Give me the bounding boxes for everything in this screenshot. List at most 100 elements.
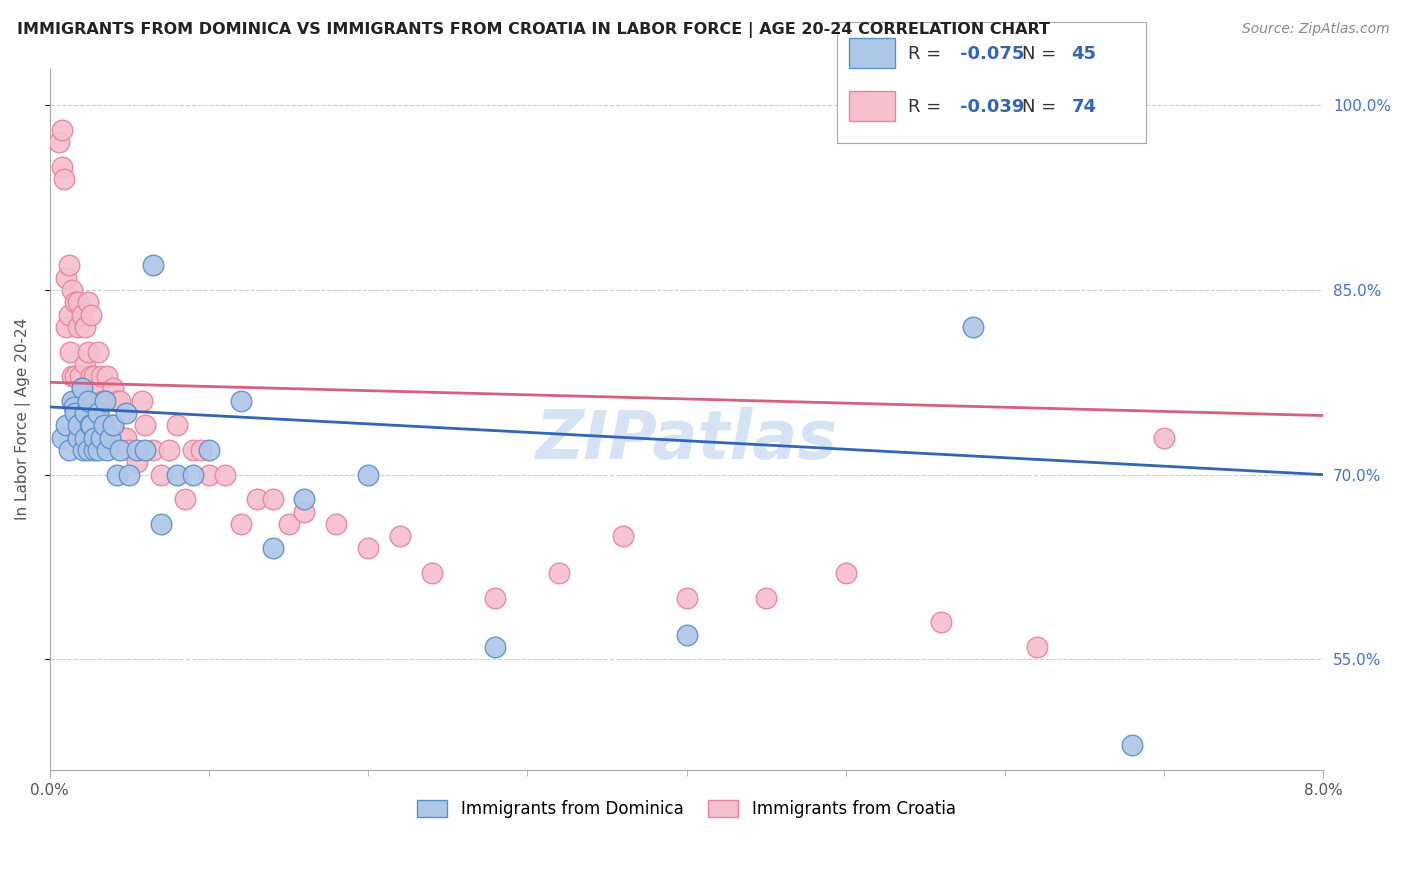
Text: Source: ZipAtlas.com: Source: ZipAtlas.com [1241, 22, 1389, 37]
Point [127, 443, 149, 458]
Point [548, 566, 571, 580]
Text: IMMIGRANTS FROM DOMINICA VS IMMIGRANTS FROM CROATIA IN LABOR FORCE | AGE 20-24 C: IMMIGRANTS FROM DOMINICA VS IMMIGRANTS F… [17, 22, 1050, 38]
Point [83, 369, 105, 384]
Point [118, 443, 141, 458]
Point [357, 467, 380, 482]
Point [59, 344, 82, 359]
Point [105, 393, 128, 408]
Text: R =: R = [908, 97, 946, 116]
Point [90, 369, 112, 384]
Point [108, 443, 131, 458]
Y-axis label: In Labor Force | Age 20-24: In Labor Force | Age 20-24 [15, 318, 31, 520]
Point [181, 443, 204, 458]
Text: ZIPatlas: ZIPatlas [536, 408, 838, 474]
Point [1025, 640, 1047, 654]
Point [63, 369, 86, 384]
Point [484, 640, 506, 654]
Point [755, 591, 778, 605]
Point [118, 467, 141, 482]
Point [55, 320, 77, 334]
Point [73, 431, 96, 445]
Point [73, 320, 96, 334]
Point [105, 467, 128, 482]
Point [67, 295, 90, 310]
FancyBboxPatch shape [849, 38, 896, 68]
Point [70, 308, 93, 322]
Point [51, 160, 73, 174]
Point [53, 172, 76, 186]
Point [83, 406, 105, 420]
Point [67, 320, 90, 334]
Point [834, 566, 856, 580]
Text: 74: 74 [1071, 97, 1097, 116]
Point [86, 344, 108, 359]
Point [51, 123, 73, 137]
Point [96, 443, 118, 458]
Point [63, 295, 86, 310]
Point [94, 393, 117, 408]
Point [181, 467, 204, 482]
Point [675, 627, 697, 641]
Point [190, 443, 212, 458]
Text: -0.075: -0.075 [960, 45, 1025, 62]
Text: 45: 45 [1071, 45, 1097, 62]
Point [62, 400, 84, 414]
Point [1153, 431, 1175, 445]
Point [58, 443, 80, 458]
Point [79, 393, 101, 408]
Point [51, 431, 73, 445]
Point [420, 566, 443, 580]
Point [142, 259, 165, 273]
Point [150, 467, 173, 482]
Point [277, 516, 299, 531]
Text: R =: R = [908, 45, 946, 62]
Point [98, 418, 121, 433]
Point [108, 393, 131, 408]
Point [67, 431, 90, 445]
Point [58, 308, 80, 322]
Point [73, 393, 96, 408]
Point [246, 492, 269, 507]
Point [111, 431, 134, 445]
Text: N =: N = [1022, 45, 1062, 62]
Point [80, 418, 103, 433]
Point [294, 492, 316, 507]
Point [962, 320, 984, 334]
Point [73, 406, 96, 420]
Point [134, 418, 156, 433]
Point [72, 443, 94, 458]
Point [58, 259, 80, 273]
Point [388, 529, 411, 543]
Point [90, 431, 112, 445]
Point [612, 529, 634, 543]
Point [115, 431, 138, 445]
Point [103, 418, 125, 433]
Point [67, 418, 90, 433]
Point [229, 516, 252, 531]
Point [174, 492, 197, 507]
Point [55, 418, 77, 433]
Point [229, 393, 252, 408]
Point [262, 492, 284, 507]
Point [93, 418, 115, 433]
Point [127, 455, 149, 469]
Point [484, 591, 506, 605]
Point [929, 615, 952, 630]
Point [166, 467, 188, 482]
Point [91, 393, 114, 408]
FancyBboxPatch shape [849, 91, 896, 121]
Point [134, 443, 156, 458]
Point [103, 418, 125, 433]
Point [60, 283, 83, 297]
Point [157, 443, 180, 458]
Point [131, 393, 153, 408]
Point [83, 443, 105, 458]
Point [86, 406, 108, 420]
Point [103, 382, 125, 396]
Point [86, 382, 108, 396]
Point [60, 393, 83, 408]
Point [115, 406, 138, 420]
Point [198, 443, 221, 458]
Point [86, 443, 108, 458]
Text: -0.039: -0.039 [960, 97, 1025, 116]
